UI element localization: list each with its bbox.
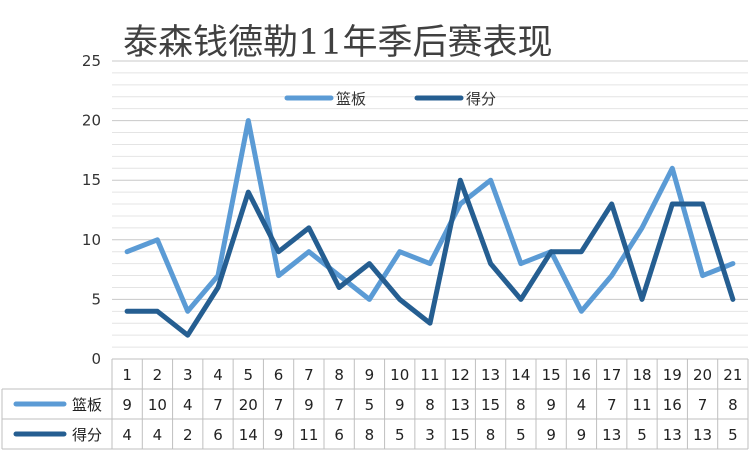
data-label: 7 — [334, 396, 344, 414]
data-label: 8 — [486, 426, 496, 444]
data-label: 14 — [239, 426, 258, 444]
data-label: 4 — [183, 396, 193, 414]
y-tick-label: 0 — [91, 350, 101, 368]
data-label: 8 — [365, 426, 375, 444]
data-label: 13 — [451, 396, 470, 414]
data-label: 9 — [395, 396, 405, 414]
data-label: 8 — [728, 396, 738, 414]
y-tick-label: 20 — [82, 112, 101, 130]
data-label: 5 — [728, 426, 738, 444]
category-label: 16 — [572, 366, 591, 384]
data-label: 4 — [122, 426, 132, 444]
data-label: 4 — [577, 396, 587, 414]
category-label: 10 — [390, 366, 409, 384]
category-label: 18 — [632, 366, 651, 384]
category-label: 1 — [122, 366, 132, 384]
data-label: 13 — [663, 426, 682, 444]
data-label: 9 — [122, 396, 132, 414]
category-label: 6 — [274, 366, 284, 384]
y-axis: 0 5 10 15 20 25 — [82, 52, 101, 368]
data-label: 11 — [299, 426, 318, 444]
category-label: 2 — [153, 366, 163, 384]
category-label: 9 — [365, 366, 375, 384]
data-label: 8 — [516, 396, 526, 414]
data-label: 8 — [425, 396, 435, 414]
data-label: 4 — [153, 426, 163, 444]
data-label: 7 — [698, 396, 708, 414]
category-label: 3 — [183, 366, 193, 384]
category-label: 8 — [334, 366, 344, 384]
data-label: 7 — [274, 396, 284, 414]
legend-label: 篮板 — [336, 90, 366, 108]
category-label: 7 — [304, 366, 314, 384]
y-tick-label: 25 — [82, 52, 101, 70]
data-label: 9 — [304, 396, 314, 414]
legend: 篮板 得分 — [284, 90, 496, 108]
data-label: 5 — [395, 426, 405, 444]
category-label: 5 — [244, 366, 254, 384]
data-label: 9 — [546, 396, 556, 414]
data-label: 2 — [183, 426, 193, 444]
legend-label: 得分 — [466, 90, 496, 108]
data-label: 9 — [546, 426, 556, 444]
data-label: 7 — [213, 396, 223, 414]
data-label: 6 — [334, 426, 344, 444]
data-label: 15 — [451, 426, 470, 444]
category-label: 13 — [481, 366, 500, 384]
data-label: 16 — [663, 396, 682, 414]
y-tick-label: 5 — [91, 290, 101, 308]
y-tick-label: 10 — [82, 231, 101, 249]
category-label: 11 — [420, 366, 439, 384]
data-label: 15 — [481, 396, 500, 414]
category-label: 4 — [213, 366, 223, 384]
category-label: 15 — [542, 366, 561, 384]
data-label: 9 — [274, 426, 284, 444]
data-label: 6 — [213, 426, 223, 444]
category-label: 19 — [663, 366, 682, 384]
category-label: 12 — [451, 366, 470, 384]
table-series-label: 篮板 — [72, 396, 102, 414]
data-label: 13 — [693, 426, 712, 444]
category-label: 21 — [723, 366, 742, 384]
category-label: 17 — [602, 366, 621, 384]
chart-title: 泰森钱德勒11年季后赛表现 — [123, 23, 553, 63]
series-line-points — [124, 177, 736, 338]
data-label: 5 — [365, 396, 375, 414]
series-line-rebounds — [124, 118, 736, 314]
data-label: 3 — [425, 426, 435, 444]
data-label: 10 — [148, 396, 167, 414]
data-label: 20 — [239, 396, 258, 414]
data-label: 13 — [602, 426, 621, 444]
series-lines — [124, 118, 736, 338]
data-label: 11 — [632, 396, 651, 414]
category-label: 20 — [693, 366, 712, 384]
data-label: 7 — [607, 396, 617, 414]
category-label: 14 — [511, 366, 530, 384]
data-label: 5 — [516, 426, 526, 444]
table-series-label: 得分 — [72, 426, 102, 444]
y-tick-label: 15 — [82, 171, 101, 189]
data-label: 9 — [577, 426, 587, 444]
data-label: 5 — [637, 426, 647, 444]
